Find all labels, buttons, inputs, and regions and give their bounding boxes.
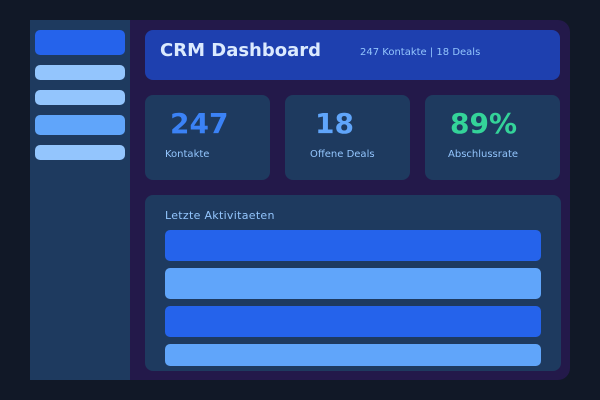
stat-value: 89% [450,107,518,140]
stat-card-open-deals: 18 Offene Deals [285,95,410,180]
stat-value: 18 [315,107,354,140]
sidebar-item-3[interactable] [35,90,125,105]
activity-row[interactable] [165,344,541,366]
activity-row[interactable] [165,306,541,337]
activity-row[interactable] [165,268,541,299]
stat-label: Offene Deals [310,149,375,160]
sidebar-item-1[interactable] [35,30,125,55]
page-title: CRM Dashboard [160,40,322,61]
stat-card-contacts: 247 Kontakte [145,95,270,180]
sidebar-item-2[interactable] [35,65,125,80]
activity-row[interactable] [165,230,541,261]
stat-value: 247 [170,107,229,140]
stat-label: Abschlussrate [448,149,519,160]
sidebar-item-5[interactable] [35,145,125,160]
header [145,30,560,80]
stat-label: Kontakte [165,149,210,160]
sidebar [30,20,130,380]
activity-panel-title: Letzte Aktivitaeten [165,209,275,222]
activity-panel: Letzte Aktivitaeten [145,195,561,371]
sidebar-item-4[interactable] [35,115,125,135]
stat-card-close-rate: 89% Abschlussrate [425,95,560,180]
header-summary: 247 Kontakte | 18 Deals [360,47,481,58]
